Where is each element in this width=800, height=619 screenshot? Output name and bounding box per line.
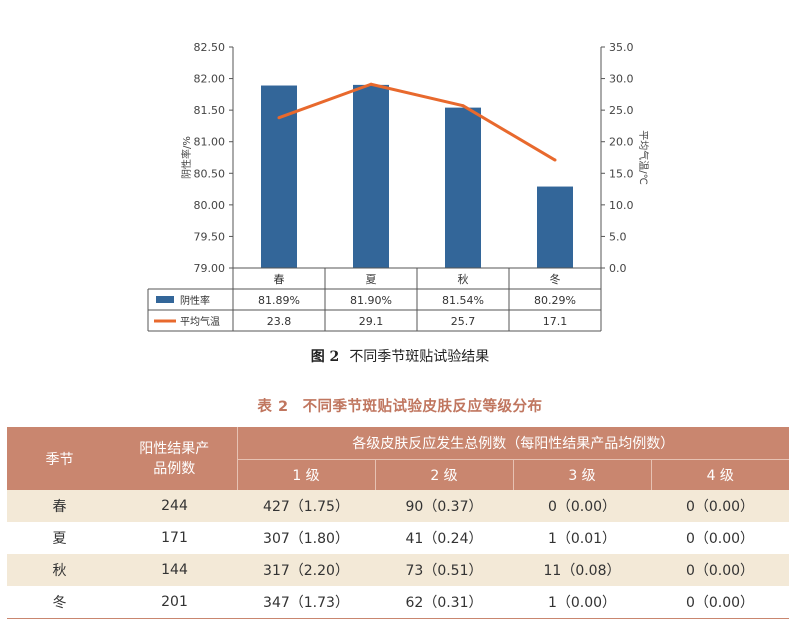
- y-tick-label-left: 81.00: [194, 136, 226, 149]
- bar: [537, 186, 573, 268]
- category-label: 冬: [550, 272, 561, 286]
- table-row: 冬 201 347（1.73） 62（0.31） 1（0.00） 0（0.00）: [7, 586, 789, 619]
- cell-grade-1: 427（1.75）: [237, 490, 375, 522]
- cell-grade-4: 0（0.00）: [651, 554, 789, 586]
- y-tick-label-right: 35.0: [609, 41, 634, 54]
- cell-grade-3: 0（0.00）: [513, 490, 651, 522]
- y-axis-label-left: 阴性率/%: [180, 136, 193, 179]
- y-tick-label-left: 80.50: [194, 167, 226, 180]
- y-axis-label-right: 平均气温/℃: [637, 130, 650, 185]
- temperature-point: [553, 158, 557, 162]
- cell-positive: 201: [112, 586, 237, 619]
- cell-grade-2: 62（0.31）: [375, 586, 513, 619]
- cell-grade-3: 1（0.01）: [513, 522, 651, 554]
- header-positive-count-text: 阳性结果产品例数: [139, 440, 210, 477]
- y-tick-label-right: 30.0: [609, 73, 634, 86]
- y-tick-label-right: 5.0: [609, 230, 627, 243]
- y-tick-label-left: 79.50: [194, 230, 226, 243]
- reaction-grade-table: 季节 阳性结果产品例数 各级皮肤反应发生总例数（每阳性结果产品均例数） 1 级 …: [7, 427, 789, 619]
- header-grade-3: 3 级: [512, 459, 651, 490]
- header-positive-count: 阳性结果产品例数: [112, 427, 237, 490]
- season-patch-test-chart: 82.50 82.00 81.50 81.00 80.50 80.00 79.50 79.00…: [147, 41, 650, 332]
- cell-grade-2: 73（0.51）: [375, 554, 513, 586]
- cell-season: 夏: [7, 522, 112, 554]
- data-label-rate: 80.29%: [534, 294, 576, 307]
- cell-grade-3: 1（0.00）: [513, 586, 651, 619]
- y-tick-label-left: 82.00: [194, 73, 226, 86]
- table-row: 春 244 427（1.75） 90（0.37） 0（0.00） 0（0.00）: [7, 490, 789, 522]
- cell-grade-4: 0（0.00）: [651, 490, 789, 522]
- legend-bar-label: 阴性率: [180, 294, 210, 307]
- cell-grade-2: 41（0.24）: [375, 522, 513, 554]
- temperature-point: [277, 116, 281, 120]
- cell-grade-1: 307（1.80）: [237, 522, 375, 554]
- y-tick-label-right: 20.0: [609, 136, 634, 149]
- y-tick-label-right: 0.0: [609, 262, 627, 275]
- header-grade-group: 各级皮肤反应发生总例数（每阳性结果产品均例数）: [236, 427, 789, 460]
- legend-line-label: 平均气温: [180, 315, 220, 328]
- table-row: 夏 171 307（1.80） 41（0.24） 1（0.01） 0（0.00）: [7, 522, 789, 554]
- figure-caption-text: 不同季节斑贴试验结果: [349, 349, 490, 365]
- cell-grade-2: 90（0.37）: [375, 490, 513, 522]
- y-tick-label-left: 81.50: [194, 104, 226, 117]
- y-tick-label-right: 25.0: [609, 104, 634, 117]
- temperature-point: [461, 104, 465, 108]
- cell-positive: 144: [112, 554, 237, 586]
- cell-grade-4: 0（0.00）: [651, 586, 789, 619]
- cell-positive: 244: [112, 490, 237, 522]
- cell-season: 秋: [7, 554, 112, 586]
- cell-grade-1: 317（2.20）: [237, 554, 375, 586]
- table-number: 表 2: [257, 399, 289, 415]
- header-season: 季节: [7, 427, 112, 490]
- cell-grade-1: 347（1.73）: [237, 586, 375, 619]
- header-grade-1: 1 级: [236, 459, 375, 490]
- data-label-temperature: 17.1: [543, 315, 568, 328]
- cell-positive: 171: [112, 522, 237, 554]
- cell-grade-3: 11（0.08）: [513, 554, 651, 586]
- data-label-rate: 81.54%: [442, 294, 484, 307]
- figure-number: 图 2: [310, 349, 340, 365]
- y-tick-label-left: 79.00: [194, 262, 226, 275]
- bar: [261, 85, 297, 268]
- temperature-point: [369, 82, 373, 86]
- table-row: 秋 144 317（2.20） 73（0.51） 11（0.08） 0（0.00…: [7, 554, 789, 586]
- cell-season: 春: [7, 490, 112, 522]
- temperature-line: [278, 82, 556, 162]
- table-caption: 表 2 不同季节斑贴试验皮肤反应等级分布: [0, 395, 800, 416]
- data-label-temperature: 29.1: [359, 315, 384, 328]
- y-tick-label-right: 15.0: [609, 167, 634, 180]
- data-label-rate: 81.90%: [350, 294, 392, 307]
- data-label-temperature: 25.7: [451, 315, 476, 328]
- category-label: 夏: [366, 273, 377, 286]
- header-grade-2: 2 级: [374, 459, 513, 490]
- cell-grade-4: 0（0.00）: [651, 522, 789, 554]
- data-label-rate: 81.89%: [258, 294, 300, 307]
- cell-season: 冬: [7, 586, 112, 619]
- y-tick-label-left: 82.50: [194, 41, 226, 54]
- category-label: 秋: [458, 272, 469, 286]
- y-tick-label-left: 80.00: [194, 199, 226, 212]
- data-label-temperature: 23.8: [267, 315, 292, 328]
- header-grade-4: 4 级: [650, 459, 789, 490]
- bar: [353, 84, 389, 268]
- legend-bar-swatch: [156, 296, 174, 303]
- y-tick-label-right: 10.0: [609, 199, 634, 212]
- bar: [445, 107, 481, 268]
- figure-caption: 图 2 不同季节斑贴试验结果: [0, 346, 800, 366]
- category-label: 春: [274, 273, 285, 286]
- table-caption-text: 不同季节斑贴试验皮肤反应等级分布: [302, 399, 543, 415]
